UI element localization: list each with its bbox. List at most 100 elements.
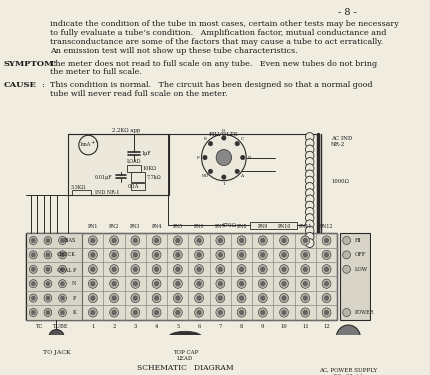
Circle shape bbox=[342, 236, 350, 244]
Text: K: K bbox=[72, 310, 76, 315]
Circle shape bbox=[46, 282, 50, 286]
Circle shape bbox=[175, 281, 180, 286]
Circle shape bbox=[237, 294, 246, 303]
Text: The meter does not read to full scale on any tube.   Even new tubes do not bring: The meter does not read to full scale on… bbox=[50, 60, 377, 68]
Bar bbox=[131, 183, 144, 190]
Circle shape bbox=[305, 183, 313, 191]
Text: to fully evaluate a tube’s condition.   Amplification factor, mutual conductance: to fully evaluate a tube’s condition. Am… bbox=[50, 29, 386, 37]
Circle shape bbox=[305, 139, 313, 148]
Bar bbox=[249, 222, 296, 229]
Circle shape bbox=[31, 253, 35, 257]
Text: 1000Ω: 1000Ω bbox=[330, 179, 348, 184]
Circle shape bbox=[305, 189, 313, 198]
Circle shape bbox=[239, 281, 243, 286]
Circle shape bbox=[88, 265, 97, 274]
Circle shape bbox=[88, 308, 97, 317]
Text: AC IND
NR-2: AC IND NR-2 bbox=[330, 136, 352, 147]
Text: POWER: POWER bbox=[353, 310, 373, 315]
Circle shape bbox=[208, 169, 212, 174]
Circle shape bbox=[323, 296, 328, 300]
Circle shape bbox=[154, 267, 158, 272]
Circle shape bbox=[258, 250, 267, 259]
Text: indicate the condition of the tube in most cases, certain other tests may be nec: indicate the condition of the tube in mo… bbox=[50, 20, 398, 28]
Text: PN2: PN2 bbox=[109, 224, 119, 229]
Circle shape bbox=[279, 236, 288, 245]
Circle shape bbox=[305, 232, 313, 241]
Circle shape bbox=[240, 155, 244, 160]
Circle shape bbox=[302, 281, 307, 286]
Text: TUBE: TUBE bbox=[53, 324, 68, 329]
Circle shape bbox=[279, 308, 288, 317]
Text: PN9: PN9 bbox=[257, 224, 267, 229]
Circle shape bbox=[281, 281, 286, 286]
Circle shape bbox=[258, 236, 267, 245]
Circle shape bbox=[300, 265, 309, 274]
Circle shape bbox=[112, 238, 116, 243]
Text: PN7: PN7 bbox=[215, 224, 225, 229]
Circle shape bbox=[194, 294, 203, 303]
Text: +: + bbox=[90, 140, 95, 145]
Circle shape bbox=[90, 253, 95, 257]
Circle shape bbox=[300, 308, 309, 317]
Text: 4: 4 bbox=[154, 324, 158, 329]
Circle shape bbox=[175, 238, 180, 243]
Circle shape bbox=[279, 294, 288, 303]
Circle shape bbox=[44, 280, 52, 288]
Circle shape bbox=[133, 238, 137, 243]
Text: E: E bbox=[203, 136, 207, 141]
Bar bbox=[72, 190, 91, 195]
Circle shape bbox=[88, 236, 97, 245]
Circle shape bbox=[29, 280, 37, 288]
Text: HI: HI bbox=[353, 238, 360, 243]
Circle shape bbox=[173, 294, 182, 303]
Text: TC: TC bbox=[36, 324, 43, 329]
Text: 3.3KΩ: 3.3KΩ bbox=[70, 185, 86, 190]
Text: 2: 2 bbox=[112, 324, 116, 329]
Circle shape bbox=[133, 253, 137, 257]
Circle shape bbox=[152, 294, 161, 303]
Circle shape bbox=[49, 330, 64, 345]
Circle shape bbox=[237, 308, 246, 317]
Circle shape bbox=[281, 296, 286, 300]
Circle shape bbox=[90, 267, 95, 272]
Circle shape bbox=[60, 310, 64, 315]
Circle shape bbox=[302, 253, 307, 257]
Circle shape bbox=[131, 265, 139, 274]
Text: FILVOLTS: FILVOLTS bbox=[209, 132, 238, 137]
Circle shape bbox=[218, 238, 222, 243]
Circle shape bbox=[215, 294, 224, 303]
Text: 8: 8 bbox=[240, 324, 243, 329]
Circle shape bbox=[112, 267, 116, 272]
Circle shape bbox=[131, 308, 139, 317]
Circle shape bbox=[342, 265, 350, 273]
Circle shape bbox=[218, 281, 222, 286]
Circle shape bbox=[215, 236, 224, 245]
Text: A: A bbox=[240, 174, 243, 178]
Bar bbox=[26, 233, 82, 320]
Bar bbox=[339, 233, 369, 320]
Circle shape bbox=[173, 250, 182, 259]
Circle shape bbox=[90, 310, 95, 315]
Circle shape bbox=[260, 310, 264, 315]
Circle shape bbox=[305, 151, 313, 160]
Circle shape bbox=[131, 294, 139, 303]
Text: 11: 11 bbox=[301, 324, 308, 329]
Text: F: F bbox=[196, 156, 199, 159]
Circle shape bbox=[305, 145, 313, 154]
Circle shape bbox=[215, 150, 231, 165]
Text: N: N bbox=[72, 281, 76, 286]
Circle shape bbox=[175, 310, 180, 315]
Circle shape bbox=[203, 155, 207, 160]
Circle shape bbox=[46, 267, 50, 271]
Circle shape bbox=[109, 308, 118, 317]
Circle shape bbox=[234, 169, 239, 174]
Circle shape bbox=[152, 236, 161, 245]
Circle shape bbox=[305, 195, 313, 204]
Circle shape bbox=[305, 164, 313, 172]
Circle shape bbox=[342, 309, 350, 316]
Bar bbox=[126, 165, 140, 172]
Circle shape bbox=[323, 253, 328, 257]
Text: tube will never read full scale on the meter.: tube will never read full scale on the m… bbox=[50, 90, 227, 98]
Circle shape bbox=[237, 265, 246, 274]
Circle shape bbox=[218, 253, 222, 257]
